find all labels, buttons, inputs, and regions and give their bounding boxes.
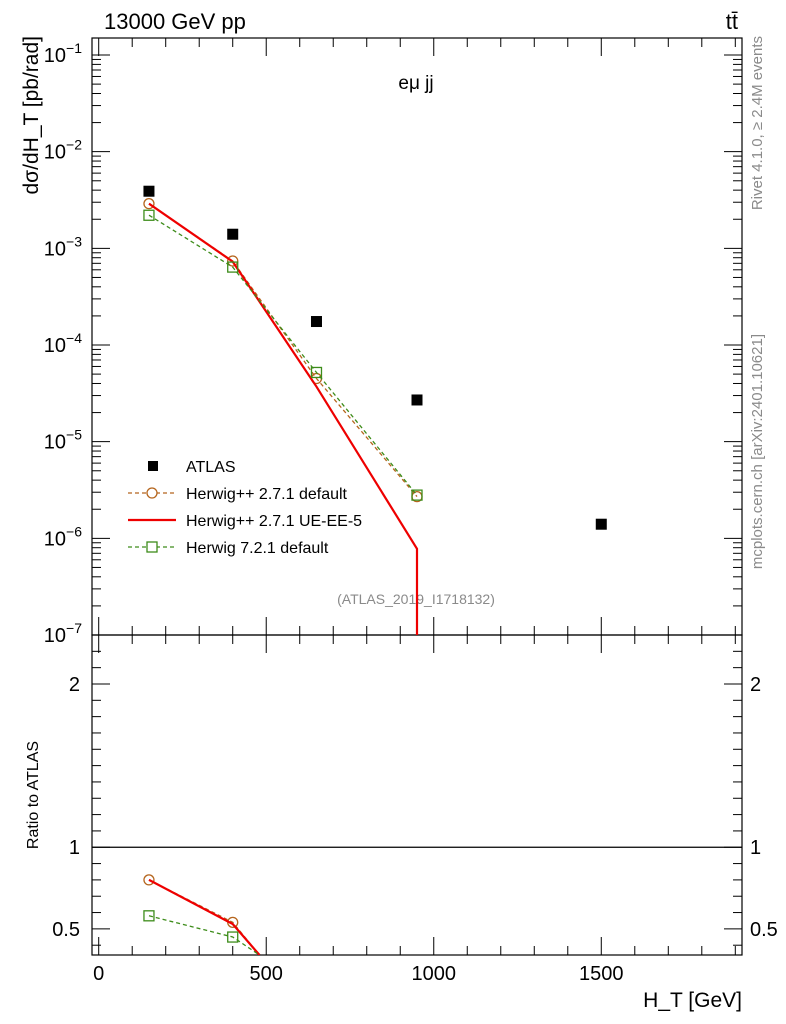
main-axis-ticks [92, 38, 742, 636]
legend-swatch [148, 461, 158, 471]
atlas-data-point [143, 185, 155, 197]
legend-label: ATLAS [186, 459, 236, 476]
y-tick-label: 10−7 [44, 620, 82, 647]
ratio-y-tick-labels: 2 2 1 1 0.5 0.5 [52, 674, 778, 941]
atlas-data-point [310, 316, 322, 328]
y-axis-label-main: dσ/dH_T [pb/rad] [20, 36, 43, 195]
ratio-series-line [148, 878, 261, 955]
mcplots-label: mcplots.cern.ch [arXiv:2401.10621] [749, 334, 766, 569]
main-series [143, 185, 607, 635]
x-tick-labels: 0 500 1000 1500 [93, 963, 623, 985]
series-marker-square [411, 489, 423, 501]
ratio-y-tick-label-right: 0.5 [750, 919, 778, 941]
header-process-label: tt̄ [726, 9, 738, 34]
panel-title: eμ jj [398, 73, 433, 94]
header-energy-label: 13000 GeV pp [104, 9, 246, 34]
legend-item: Herwig 7.2.1 default [128, 540, 329, 557]
y-tick-base: 10 [44, 432, 66, 454]
x-tick-label: 500 [250, 963, 283, 985]
legend-label: Herwig 7.2.1 default [186, 540, 329, 557]
y-tick-exponent: −4 [66, 330, 82, 346]
y-tick-exponent: −5 [66, 427, 82, 443]
legend-marker [146, 487, 158, 499]
y-axis-label-ratio: Ratio to ATLAS [25, 741, 42, 849]
ratio-y-tick-label: 1 [69, 837, 80, 859]
y-tick-label: 10−4 [44, 330, 82, 357]
legend-item: Herwig++ 2.7.1 default [128, 486, 348, 503]
ratio-marker-circle [143, 874, 155, 886]
y-tick-base: 10 [44, 528, 66, 550]
legend-item: Herwig++ 2.7.1 UE-EE-5 [128, 513, 362, 530]
ratio-marker-square [143, 910, 155, 922]
y-tick-base: 10 [44, 625, 66, 647]
ratio-series [143, 874, 261, 955]
ratio-series-line [148, 915, 260, 955]
legend: ATLAS Herwig++ 2.7.1 default Herwig++ 2.7.… [128, 459, 362, 557]
legend-label: Herwig++ 2.7.1 default [186, 486, 348, 503]
y-tick-label: 10−5 [44, 427, 82, 454]
series-marker-circle [143, 198, 155, 210]
y-tick-exponent: −6 [66, 523, 82, 539]
series-marker-square [143, 209, 155, 221]
series-line [148, 202, 419, 635]
series-marker-circle [227, 255, 239, 267]
y-tick-base: 10 [44, 238, 66, 260]
atlas-data-point [595, 518, 607, 530]
ratio-marker-square [227, 931, 239, 943]
atlas-data-point [411, 394, 423, 406]
series-line [148, 214, 418, 496]
series-marker-square [227, 261, 239, 273]
main-y-tick-labels: 10−110−210−310−410−510−610−7 [44, 40, 82, 647]
y-tick-base: 10 [44, 142, 66, 164]
y-tick-label: 10−3 [44, 233, 82, 260]
legend-item: ATLAS [148, 459, 236, 476]
series-marker-square [310, 366, 323, 379]
rivet-version-label: Rivet 4.1.0, ≥ 2.4M events [749, 36, 766, 210]
ratio-y-tick-label-right: 1 [750, 837, 761, 859]
atlas-data-point [227, 228, 239, 240]
y-tick-label: 10−6 [44, 523, 82, 550]
ratio-y-tick-label: 2 [69, 674, 80, 696]
ratio-axis-ticks [92, 635, 742, 955]
y-tick-exponent: −1 [66, 40, 82, 56]
y-tick-exponent: −7 [66, 620, 82, 636]
legend-marker [146, 541, 158, 553]
y-tick-label: 10−1 [44, 40, 82, 67]
y-tick-base: 10 [44, 335, 66, 357]
y-axis-label-text: dσ/dH_T [pb/rad] [20, 36, 43, 195]
y-tick-exponent: −3 [66, 233, 82, 249]
x-tick-label: 1000 [412, 963, 457, 985]
x-tick-label: 1500 [579, 963, 624, 985]
ratio-y-tick-label: 0.5 [52, 919, 80, 941]
series-line [148, 203, 418, 498]
x-axis-label: H_T [GeV] [643, 989, 742, 1012]
ratio-plot-frame [91, 634, 743, 956]
y-tick-base: 10 [44, 45, 66, 67]
y-tick-label: 10−2 [44, 137, 82, 164]
legend-label: Herwig++ 2.7.1 UE-EE-5 [186, 513, 362, 530]
ratio-y-tick-label-right: 2 [750, 674, 761, 696]
x-tick-label: 0 [93, 963, 104, 985]
y-tick-exponent: −2 [66, 137, 82, 153]
